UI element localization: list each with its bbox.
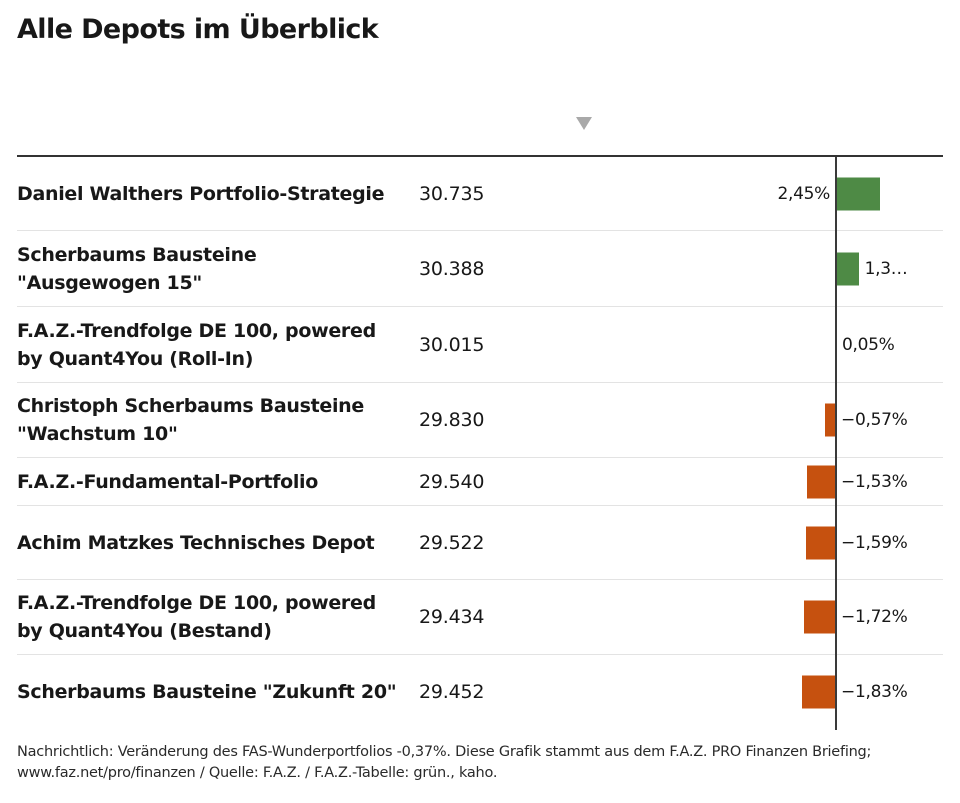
table-row: F.A.Z.-Fundamental-Portfolio 29.540 −1,53% — [17, 458, 943, 506]
zero-axis-line — [835, 157, 837, 730]
depot-value: 30.388 — [419, 257, 485, 280]
depot-value: 30.015 — [419, 333, 485, 356]
footnote-line-2: www.faz.net/pro/finanzen / Quelle: F.A.Z… — [17, 765, 498, 781]
change-bar — [835, 252, 859, 285]
footnote: Nachrichtlich: Veränderung des FAS-Wunde… — [17, 742, 943, 784]
change-label: 2,45% — [777, 183, 830, 204]
table-row: Daniel Walthers Portfolio-Strategie 30.73… — [17, 157, 943, 231]
depot-name: F.A.Z.-Trendfolge DE 100, powered by Qua… — [17, 592, 376, 642]
table-row: F.A.Z.-Trendfolge DE 100, powered by Qua… — [17, 580, 943, 655]
depot-name: Achim Matzkes Technisches Depot — [17, 531, 375, 554]
depot-name: Christoph Scherbaums Bausteine "Wachstum… — [17, 395, 364, 445]
change-bar — [824, 403, 835, 437]
change-bar — [806, 526, 835, 559]
change-label: 0,05% — [842, 334, 895, 355]
table-row: Achim Matzkes Technisches Depot 29.522 −1,… — [17, 506, 943, 580]
chart-title: Alle Depots im Überblick — [17, 14, 379, 45]
depot-name: Daniel Walthers Portfolio-Strategie — [17, 182, 385, 205]
change-bar — [801, 675, 835, 709]
change-label: −1,53% — [841, 471, 908, 492]
depot-name: Scherbaums Bausteine "Ausgewogen 15" — [17, 243, 257, 294]
table-row: Scherbaums Bausteine "Ausgewogen 15" 30.3… — [17, 231, 943, 307]
table-row: Scherbaums Bausteine "Zukunft 20" 29.452 −… — [17, 655, 943, 729]
depot-value: 29.830 — [419, 409, 485, 431]
change-label: 1,3… — [864, 258, 908, 279]
sort-descending-icon[interactable] — [576, 117, 592, 130]
change-bar — [835, 177, 880, 210]
depot-value: 29.540 — [419, 470, 485, 493]
change-label: −1,83% — [841, 682, 908, 702]
change-bar — [803, 600, 835, 634]
depot-value: 29.434 — [419, 606, 485, 628]
change-bar — [807, 465, 835, 498]
table-row: F.A.Z.-Trendfolge DE 100, powered by Qua… — [17, 307, 943, 383]
depot-name: F.A.Z.-Fundamental-Portfolio — [17, 470, 319, 493]
change-label: −0,57% — [841, 410, 908, 430]
header-rule — [17, 155, 943, 157]
footnote-line-1: Nachrichtlich: Veränderung des FAS-Wunde… — [17, 744, 872, 760]
table-row: Christoph Scherbaums Bausteine "Wachstum… — [17, 383, 943, 458]
depot-value: 30.735 — [419, 182, 485, 205]
depot-name: Scherbaums Bausteine "Zukunft 20" — [17, 681, 397, 703]
data-table: Daniel Walthers Portfolio-Strategie 30.73… — [17, 157, 943, 729]
depot-value: 29.522 — [419, 531, 485, 554]
change-label: −1,59% — [841, 532, 908, 553]
depot-name: F.A.Z.-Trendfolge DE 100, powered by Qua… — [17, 319, 376, 370]
depot-value: 29.452 — [419, 681, 485, 703]
change-label: −1,72% — [841, 607, 908, 627]
